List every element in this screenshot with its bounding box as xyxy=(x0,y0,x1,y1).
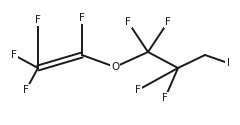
Text: F: F xyxy=(162,93,168,103)
Text: F: F xyxy=(11,50,17,60)
Text: I: I xyxy=(227,58,229,68)
Text: F: F xyxy=(135,85,141,95)
Text: F: F xyxy=(79,13,85,23)
Text: F: F xyxy=(23,85,29,95)
Text: F: F xyxy=(165,17,171,27)
Text: F: F xyxy=(125,17,131,27)
Text: O: O xyxy=(111,62,119,72)
Text: F: F xyxy=(35,15,41,25)
